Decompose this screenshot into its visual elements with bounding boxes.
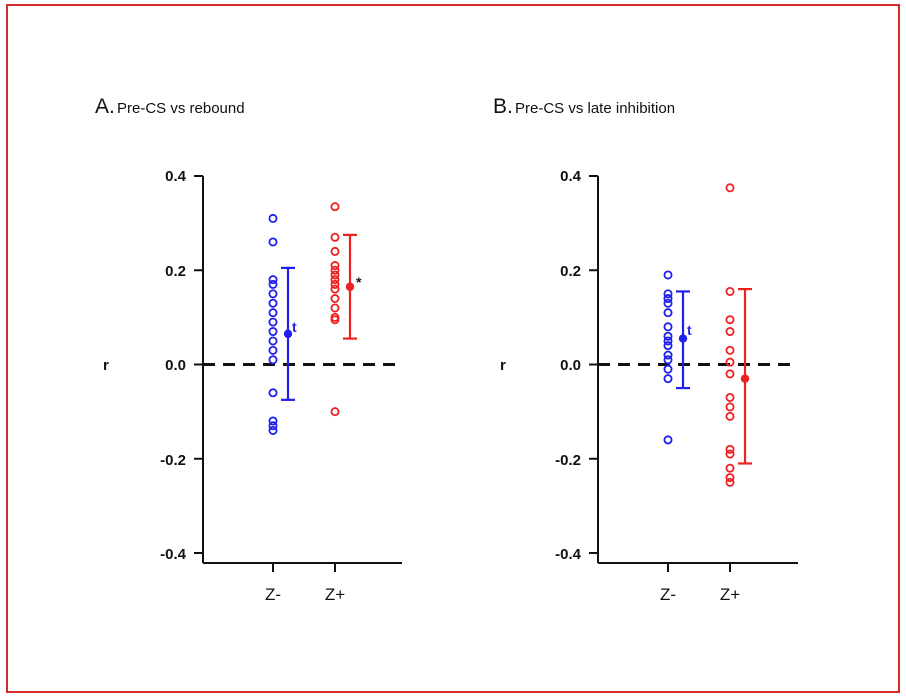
panel-a-z-minus-point [268,388,278,398]
panel-b-z-plus-point [725,477,735,487]
panel-b-z-minus-point [663,294,673,304]
panel-b-z-minus-point [663,322,673,332]
panel-b-z-minus-point [663,289,673,299]
panel-a-axes [202,176,402,564]
panel-a-z-minus-point [268,425,278,435]
panel-a-z-minus-point [268,213,278,223]
panel-a-ylabel: r [103,357,109,374]
panel-b-z-plus-point [725,183,735,193]
panel-b-z-minus-point [663,331,673,341]
panel-b-axes [597,176,798,564]
panel-b-z-plus-point [725,345,735,355]
panel-b-z-minus-point [663,298,673,308]
panel-a-z-plus-point [330,284,340,294]
panel-a-z-plus-point [330,270,340,280]
figure-frame [6,4,900,693]
panel-b-ylabel: r [500,357,506,374]
panel-b-ytick-label: -0.4 [555,546,582,563]
panel-a-z-minus-annotation: t [292,319,297,335]
panel-a-z-plus-point [330,202,340,212]
panel-b-z-plus-point [725,402,735,412]
panel-a-z-minus-point [268,308,278,318]
panel-a-z-minus-point [268,275,278,285]
panel-b-z-plus-point [725,357,735,367]
panel-b-letter: B. [493,95,513,118]
panel-a-z-plus-point [330,265,340,275]
panel-a-z-minus-point [268,355,278,365]
panel-b-z-plus-point [725,327,735,337]
panel-b-z-minus-point [663,350,673,360]
panel-a-z-plus-annotation: * [356,274,362,290]
panel-b-z-plus-point [725,473,735,483]
panel-b: B. Pre-CS vs late inhibition r 0.4 0.2 0… [493,95,798,604]
panel-b-z-minus-point [663,270,673,280]
panel-b-z-minus-mean [678,334,688,343]
panel-b-ytick-label: 0.4 [560,168,582,185]
panel-b-z-plus-point [725,449,735,459]
panel-a-z-minus-point [268,237,278,247]
panel-b-z-minus-point [663,336,673,346]
panel-b-z-minus-point [663,364,673,374]
panel-a-z-plus-point [330,303,340,313]
panel-a-z-minus-point [268,279,278,289]
panel-b-title: Pre-CS vs late inhibition [515,100,675,117]
panel-a-z-minus-point [268,421,278,431]
panel-a-z-plus-mean [345,282,355,291]
panel-a-letter: A. [95,95,115,118]
panel-a-z-minus-point [268,345,278,355]
panel-b-z-plus-point [725,369,735,379]
panel-a-ytick-label: 0.4 [165,168,187,185]
panel-a-ytick-label: 0.0 [165,357,186,374]
panel-b-z-minus-point [663,308,673,318]
panel-a-z-minus-point [268,327,278,337]
panel-b-z-minus-point [663,435,673,445]
panel-b-z-plus-point [725,411,735,421]
panel-a-z-plus-point [330,232,340,242]
panel-a-z-plus-point [330,407,340,417]
panel-b-z-minus-annotation: t [687,322,692,338]
panel-a-z-plus-point [330,294,340,304]
panel-b-xtick-label: Z+ [720,585,740,604]
panel-b-ytick-label: 0.0 [560,357,581,374]
panel-b-xtick-label: Z- [660,585,676,604]
panel-b-z-plus-point [725,444,735,454]
panel-b-z-minus-point [663,355,673,365]
panel-b-z-plus-point [725,392,735,402]
panel-a-ytick-label: 0.2 [165,263,186,280]
panel-b-z-minus-point [663,341,673,351]
panel-a-title: Pre-CS vs rebound [117,100,245,117]
panel-a-z-plus-point [330,279,340,289]
panel-b-ytick-label: 0.2 [560,263,581,280]
panel-a-z-plus-point [330,275,340,285]
panel-a-z-minus-point [268,336,278,346]
panel-a-xtick-label: Z- [265,585,281,604]
panel-a-z-plus-point [330,246,340,256]
panel-b-z-plus-mean [740,374,750,383]
panel-a-z-minus-point [268,416,278,426]
panel-a-z-plus-point [330,315,340,325]
panel-a-z-minus-point [268,298,278,308]
panel-a-z-minus-point [268,317,278,327]
panel-a-ytick-label: -0.4 [160,546,187,563]
panel-a-z-plus-point [330,261,340,271]
panel-b-z-minus-point [663,374,673,384]
panel-a-xtick-label: Z+ [325,585,345,604]
panel-a-z-minus-mean [283,329,293,339]
panel-a: A. Pre-CS vs rebound r 0.4 0.2 0.0 -0.2 … [95,95,402,604]
panel-b-ytick-label: -0.2 [555,452,581,469]
panel-b-z-plus-point [725,286,735,296]
panel-a-z-minus-point [268,289,278,299]
panel-a-ytick-label: -0.2 [160,452,186,469]
panel-b-z-plus-point [725,315,735,325]
panel-b-z-plus-point [725,463,735,473]
